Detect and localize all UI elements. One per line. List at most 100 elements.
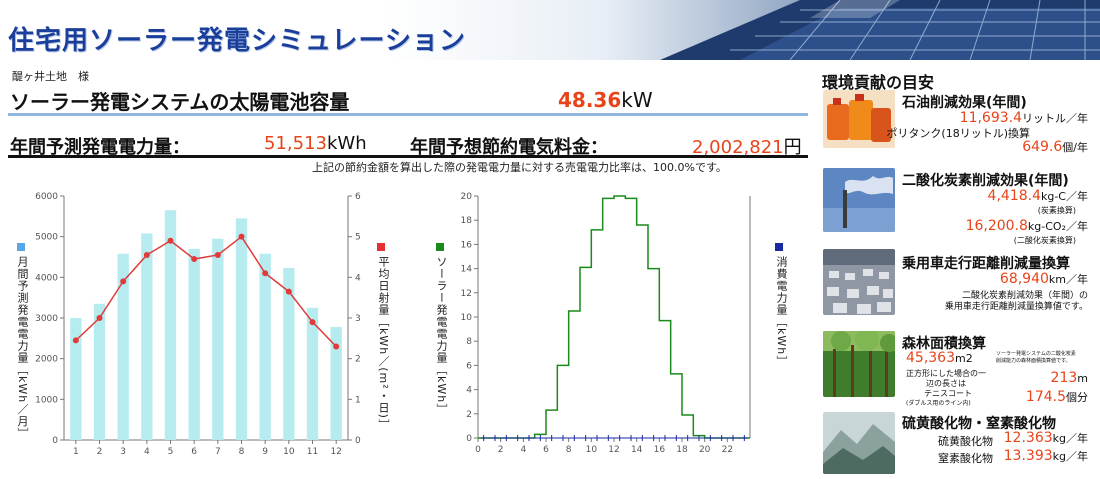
chart1-insolation-point: [96, 315, 103, 321]
co2-carbon-value: 4,418.4: [987, 188, 1041, 204]
header-banner: 住宅用ソーラー発電シミュレーション: [0, 0, 1100, 60]
forest-court-label-1: テニスコート: [924, 389, 972, 398]
chart1-insolation-point: [120, 278, 127, 285]
divider-blue: [8, 113, 808, 116]
legend-consumption-marker: [775, 243, 783, 251]
legend-solar-generation-marker: [436, 243, 444, 251]
sox-label: 硫黄酸化物: [938, 435, 993, 448]
chart2-x-tick-label: 8: [566, 445, 572, 455]
nox-amount: 13.393kg／年: [1004, 448, 1088, 464]
forest-court-label-2: (ダブルス用のライン内): [906, 400, 971, 407]
chart1-bar: [259, 253, 271, 440]
chart1-bar: [306, 307, 319, 440]
chart1-x-tick-label: 8: [239, 447, 245, 457]
chart2-consumption-point: [492, 435, 498, 441]
chart2-x-tick-label: 22: [722, 445, 733, 455]
chart2-solar-line: [478, 195, 750, 439]
chart1-y-tick-label: 0: [52, 436, 58, 446]
oil-liters-value: 11,693.4: [959, 110, 1022, 126]
forest-side-label-2: 辺の長さは: [926, 379, 966, 388]
chart1-insolation-point: [262, 270, 269, 277]
chart2-right-axis-label: 消費電力量［kWh］: [775, 256, 788, 368]
chart2-y-tick-label: 0: [466, 434, 472, 444]
annual-savings-number: 2,002,821: [692, 137, 784, 158]
capacity-number: 48.36: [558, 88, 622, 112]
forest-area-value: 45,363: [906, 350, 955, 366]
capacity-label: ソーラー発電システムの太陽電池容量: [10, 90, 350, 114]
chart2-consumption-point: [514, 435, 521, 441]
legend-monthly-generation-marker: [17, 243, 25, 251]
annual-generation-unit: kWh: [326, 133, 367, 154]
oil-poly-unit: 個/年: [1062, 141, 1088, 154]
divider-black: [8, 155, 808, 158]
chart2-left-axis-label: ソーラー発電電力量［kWh］: [435, 256, 448, 416]
page-title: 住宅用ソーラー発電シミュレーション: [8, 26, 466, 56]
forest-image: [823, 331, 895, 397]
chart1-y-tick-label: 4000: [35, 273, 58, 283]
chart2-consumption-point: [650, 435, 657, 441]
nox-amount-unit: kg／年: [1052, 450, 1088, 463]
annual-savings-unit: 円: [783, 137, 802, 158]
chart2-x-tick-label: 12: [608, 445, 619, 455]
chart1-insolation-line: [75, 235, 337, 347]
chart2-consumption-point: [730, 435, 736, 441]
forest-court: 174.5個分: [1026, 389, 1088, 405]
chart2-consumption-point: [526, 435, 532, 441]
traffic-image: [823, 249, 895, 315]
chart1-x-tick-label: 12: [330, 447, 341, 457]
chart2-y-tick-label: 10: [461, 313, 473, 323]
chart2-consumption-point: [673, 435, 680, 441]
forest-tiny-2: 削減能力の森林面積換算値です。: [996, 358, 1071, 364]
co2-section-title: 二酸化炭素削減効果(年間): [902, 173, 1069, 189]
oil-liters: 11,693.4リットル／年: [960, 110, 1088, 126]
forest-area: 45,363m2: [906, 350, 973, 366]
car-distance-unit: km／年: [1048, 273, 1088, 286]
chart2-x-tick-label: 18: [676, 445, 688, 455]
car-distance-value: 68,940: [999, 271, 1049, 287]
chart1-x-tick-label: 3: [120, 447, 126, 457]
chart2-consumption-point: [616, 435, 623, 441]
chart1-bar: [117, 253, 129, 440]
chart2-consumption-point: [741, 435, 748, 441]
chart1-y2-tick-label: 6: [355, 192, 361, 202]
solar-panel-image: [660, 0, 1100, 60]
chart1-y2-tick-label: 4: [355, 273, 361, 283]
car-note-2: 乗用車走行距離削減量換算値です。: [944, 302, 1088, 312]
annual-generation-value: 51,513kWh: [264, 133, 367, 154]
chart1-insolation-point: [333, 343, 340, 350]
chart1-insolation-point: [143, 251, 150, 258]
oil-liters-unit: リットル／年: [1022, 112, 1088, 125]
chart1-x-tick-label: 1: [73, 447, 79, 457]
chart2-consumption-point: [605, 435, 612, 441]
chart2-consumption-point: [582, 435, 589, 441]
chart1-right-axis-label: 平均日射量［kWh／(m²・日)］: [377, 256, 390, 431]
forest-section-title: 森林面積換算: [902, 336, 986, 352]
chart1-x-tick-label: 6: [191, 447, 197, 457]
chart2-consumption-point: [707, 435, 714, 441]
sidebar-title: 環境貢献の目安: [822, 73, 935, 92]
annual-generation-label: 年間予測発電電力量：: [10, 137, 190, 158]
chart2-y-tick-label: 18: [461, 216, 473, 226]
forest-area-unit: m2: [955, 352, 973, 365]
co2-carbon-unit: kg-C／年: [1040, 190, 1088, 203]
smokestack-image: [823, 168, 895, 232]
chart2-consumption-point: [684, 435, 691, 441]
chart1-x-tick-label: 2: [97, 447, 103, 457]
chart1-insolation-point: [191, 256, 198, 263]
chart1-bar: [188, 248, 200, 440]
capacity-unit: kW: [621, 88, 653, 112]
car-section-title: 乗用車走行距離削減量換算: [902, 256, 1070, 272]
annual-savings-value: 2,002,821円: [692, 133, 802, 159]
chart2-consumption-point: [480, 435, 487, 441]
chart2-y-tick-label: 20: [461, 192, 473, 202]
forest-side-label-1: 正方形にした場合の一: [906, 369, 986, 378]
forest-side-value: 213: [1050, 370, 1078, 386]
forest-side: 213m: [1051, 370, 1088, 386]
sox-amount-value: 12.363: [1003, 430, 1053, 446]
chart1-y2-tick-label: 2: [355, 355, 361, 365]
chart1-bar: [212, 238, 224, 440]
chart1-y-tick-label: 3000: [35, 314, 58, 324]
oil-tank-image: [823, 90, 895, 148]
chart2-x-tick-label: 6: [543, 445, 549, 455]
